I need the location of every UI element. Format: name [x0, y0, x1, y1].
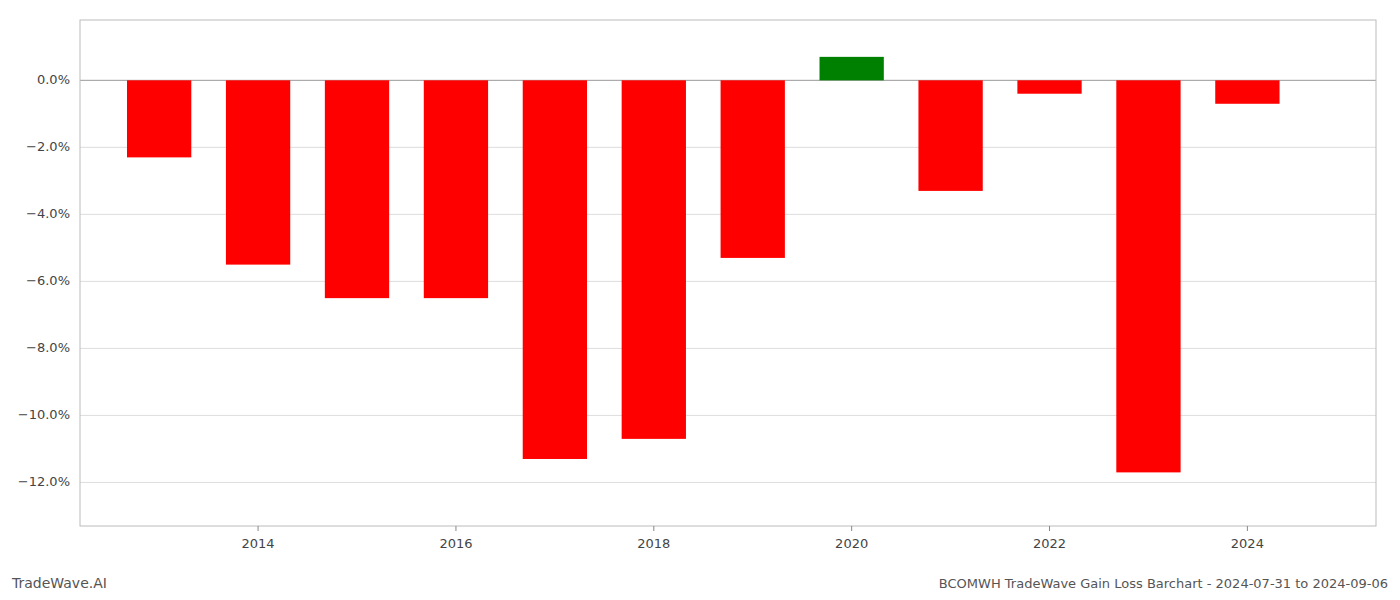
y-tick-label: −6.0%	[26, 273, 70, 288]
grid-line	[80, 281, 1376, 282]
x-axis: 2014 2016 2018 2020 2022 2024	[242, 526, 1264, 551]
x-tick-label: 2014	[242, 536, 275, 551]
x-tick	[258, 526, 259, 531]
x-tick-label: 2020	[835, 536, 868, 551]
background	[0, 0, 1400, 600]
chart-container: 0.0% −2.0% −4.0% −6.0% −8.0% −10.0% −12.0% 2014…	[0, 0, 1400, 600]
y-tick-label: −2.0%	[26, 139, 70, 154]
y-tick-label: 0.0%	[37, 72, 70, 87]
bar	[918, 80, 982, 191]
bar	[622, 80, 686, 439]
bar	[721, 80, 785, 258]
grid-line	[80, 348, 1376, 349]
bar	[226, 80, 290, 264]
y-tick-labels: 0.0% −2.0% −4.0% −6.0% −8.0% −10.0% −12.0%	[18, 72, 70, 489]
plot-frame	[80, 20, 1376, 526]
x-tick	[1247, 526, 1248, 531]
footer-text: TradeWave.AI	[11, 575, 107, 591]
x-tick	[653, 526, 654, 531]
bar	[1215, 80, 1279, 103]
bar	[424, 80, 488, 298]
bar	[1017, 80, 1081, 93]
y-tick-label: −4.0%	[26, 206, 70, 221]
x-tick-label: 2016	[439, 536, 472, 551]
footer: TradeWave.AI BCOMWH TradeWave Gain Loss B…	[11, 575, 1388, 591]
grid-line	[80, 482, 1376, 483]
bar	[820, 57, 884, 80]
x-tick-label: 2018	[637, 536, 670, 551]
chart-svg: 0.0% −2.0% −4.0% −6.0% −8.0% −10.0% −12.0% 2014…	[0, 0, 1400, 600]
bar	[127, 80, 191, 157]
x-tick	[851, 526, 852, 531]
x-tick-label: 2022	[1033, 536, 1066, 551]
x-tick	[455, 526, 456, 531]
bar	[523, 80, 587, 459]
bars	[127, 57, 1280, 473]
bar	[325, 80, 389, 298]
bar	[1116, 80, 1180, 472]
grid-line	[80, 415, 1376, 416]
y-tick-label: −10.0%	[18, 407, 70, 422]
footer-text: BCOMWH TradeWave Gain Loss Barchart - 20…	[939, 576, 1388, 591]
y-tick-label: −8.0%	[26, 340, 70, 355]
y-tick-label: −12.0%	[18, 474, 70, 489]
x-tick	[1049, 526, 1050, 531]
y-grid	[80, 80, 1376, 482]
x-tick-label: 2024	[1231, 536, 1264, 551]
